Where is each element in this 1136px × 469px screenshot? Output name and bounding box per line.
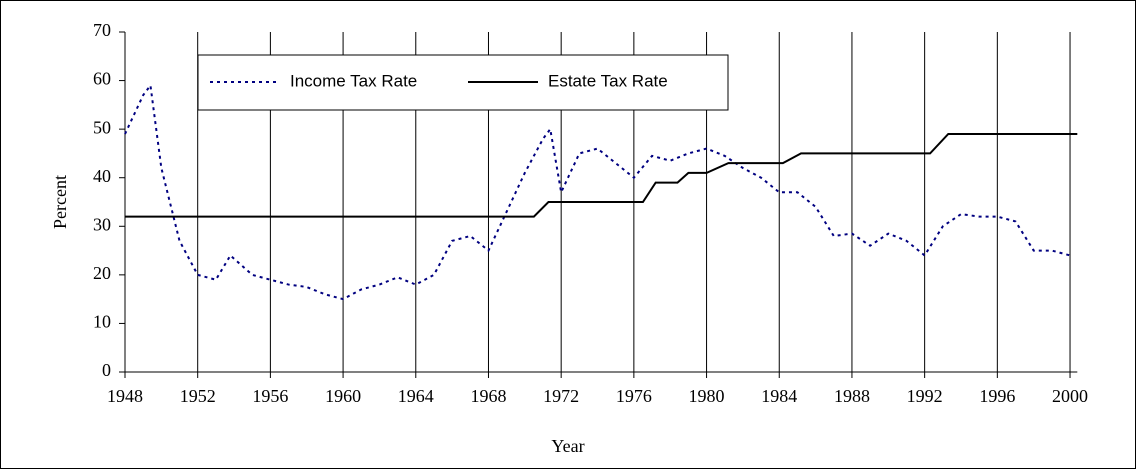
legend-box bbox=[197, 54, 729, 111]
legend-label: Estate Tax Rate bbox=[548, 71, 668, 90]
x-tick-label: 1948 bbox=[107, 386, 143, 406]
y-tick-label: 70 bbox=[93, 20, 111, 40]
y-tick-label: 0 bbox=[102, 360, 111, 380]
y-tick-label: 20 bbox=[93, 263, 111, 283]
x-tick-label: 1956 bbox=[252, 386, 288, 406]
x-tick-label: 1988 bbox=[834, 386, 870, 406]
x-tick-label: 1976 bbox=[616, 386, 652, 406]
x-tick-label: 1984 bbox=[761, 386, 797, 406]
series-line bbox=[125, 133, 1078, 218]
x-axis-label: Year bbox=[551, 436, 584, 456]
x-tick-label: 2000 bbox=[1052, 386, 1088, 406]
y-tick-label: 60 bbox=[93, 69, 111, 89]
x-tick-label: 1996 bbox=[979, 386, 1015, 406]
x-tick-label: 1992 bbox=[907, 386, 943, 406]
x-tick-label: 1968 bbox=[470, 386, 506, 406]
y-axis-label: Percent bbox=[50, 175, 70, 229]
y-tick-label: 50 bbox=[93, 117, 111, 137]
series-line bbox=[124, 82, 1071, 301]
x-tick-label: 1952 bbox=[180, 386, 216, 406]
x-tick-label: 1980 bbox=[689, 386, 725, 406]
legend-label: Income Tax Rate bbox=[290, 71, 417, 90]
x-tick-label: 1960 bbox=[325, 386, 361, 406]
y-tick-label: 40 bbox=[93, 166, 111, 186]
x-tick-label: 1972 bbox=[543, 386, 579, 406]
y-tick-label: 30 bbox=[93, 214, 111, 234]
x-tick-label: 1964 bbox=[398, 386, 434, 406]
y-tick-label: 10 bbox=[93, 312, 111, 332]
